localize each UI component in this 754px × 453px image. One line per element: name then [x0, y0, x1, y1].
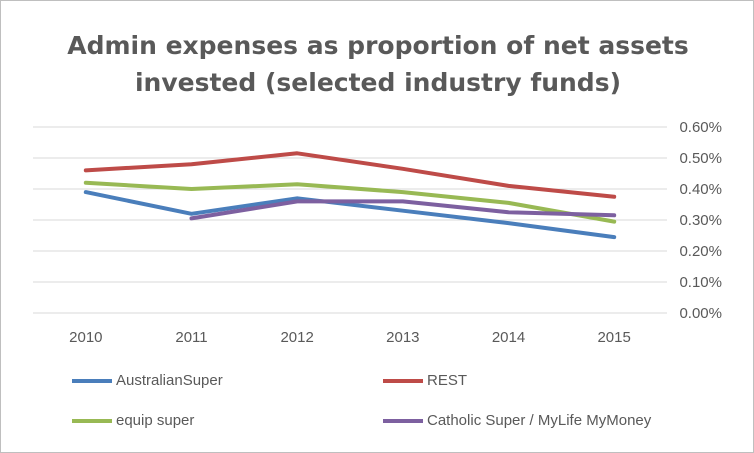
x-tick-label: 2015	[597, 329, 630, 346]
legend-label-australiansuper: AustralianSuper	[116, 372, 223, 389]
y-tick-label: 0.60%	[679, 119, 722, 136]
chart-title-line-1: Admin expenses as proportion of net asse…	[67, 31, 689, 60]
series-lines	[83, 151, 617, 240]
legend-item-australiansuper: AustralianSuper	[72, 372, 223, 389]
series-line-catholic-super-mylife-mymoney	[189, 199, 617, 221]
y-tick-label: 0.10%	[679, 274, 722, 291]
series-line-equip-super	[83, 180, 617, 224]
legend-swatch-equip-super	[72, 418, 112, 423]
legend-item-catholic-super: Catholic Super / MyLife MyMoney	[383, 412, 651, 429]
series-line-rest	[83, 151, 617, 199]
y-tick-label: 0.50%	[679, 150, 722, 167]
y-tick-label: 0.20%	[679, 243, 722, 260]
y-tick-label: 0.00%	[679, 305, 722, 322]
legend-label-equip-super: equip super	[116, 412, 195, 429]
legend-item-equip-super: equip super	[72, 412, 194, 429]
chart-title-line-2: invested (selected industry funds)	[134, 68, 621, 97]
y-tick-label: 0.30%	[679, 212, 722, 229]
series-line-australiansuper	[83, 190, 617, 240]
x-axis-ticks: 2010 2011 2012 2013 2014 2015	[69, 329, 631, 346]
chart-title: Admin expenses as proportion of net asse…	[1, 27, 754, 101]
y-tick-label: 0.40%	[679, 181, 722, 198]
legend-swatch-catholic-super	[383, 418, 423, 423]
legend-item-rest: REST	[383, 372, 467, 389]
x-tick-label: 2010	[69, 329, 102, 346]
x-tick-label: 2012	[280, 329, 313, 346]
legend-swatch-australiansuper	[72, 378, 112, 383]
x-tick-label: 2013	[386, 329, 419, 346]
x-tick-label: 2014	[492, 329, 525, 346]
y-axis-ticks: 0.00% 0.10% 0.20% 0.30% 0.40% 0.50% 0.60%	[679, 119, 722, 322]
legend-swatch-rest	[383, 378, 423, 383]
gridlines	[33, 126, 667, 314]
x-tick-label: 2011	[175, 329, 207, 346]
legend-label-rest: REST	[427, 372, 468, 389]
legend-label-catholic-super: Catholic Super / MyLife MyMoney	[427, 412, 652, 429]
